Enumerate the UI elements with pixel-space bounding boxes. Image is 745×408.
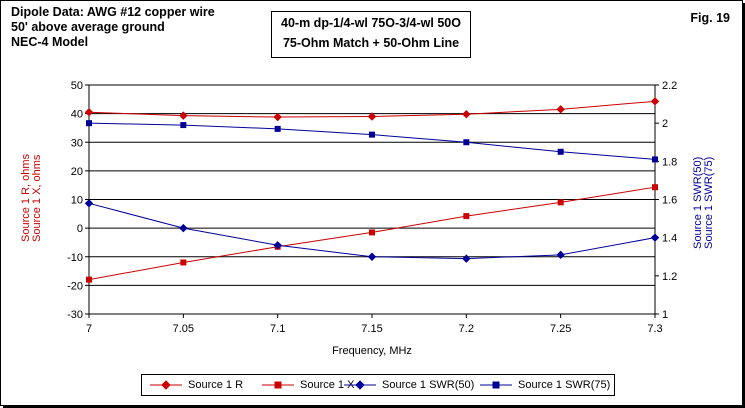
data-point-3 <box>274 125 281 132</box>
y-left-tick-label: 20 <box>71 166 83 178</box>
data-point-3 <box>652 156 658 163</box>
y-left-tick-label: 0 <box>77 223 83 235</box>
legend-label-x: Source 1 X <box>300 379 355 391</box>
series-line-3 <box>88 122 656 160</box>
config-line-2: 75-Ohm Match + 50-Ohm Line <box>282 36 460 50</box>
x-tick-label: 7.25 <box>550 323 571 335</box>
y-left-tick-label: 50 <box>71 80 83 92</box>
header-line-1: Dipole Data: AWG #12 copper wire <box>11 5 215 19</box>
legend-item-x: Source 1 X <box>260 378 370 392</box>
y-left-tick-label: -30 <box>67 309 83 321</box>
x-tick-label: 7.15 <box>361 323 382 335</box>
y-left-tick-label: -10 <box>67 252 83 264</box>
y-left-label-2: Source 1 X, ohms <box>31 154 43 242</box>
data-point-1 <box>180 259 187 266</box>
antenna-config-box: 40-m dp-1/4-wl 75O-3/4-wl 50O 75-Ohm Mat… <box>271 11 471 58</box>
data-point-0 <box>84 107 94 117</box>
data-point-1 <box>369 229 375 236</box>
data-point-0 <box>650 97 660 106</box>
figure-label: Fig. 19 <box>690 11 730 25</box>
y-right-tick-label: 1.6 <box>662 195 677 207</box>
data-point-3 <box>557 148 564 155</box>
data-point-0 <box>367 112 377 121</box>
data-point-3 <box>86 120 92 127</box>
data-point-2 <box>650 233 660 242</box>
data-point-2 <box>179 223 188 233</box>
y-right-tick-label: 1.4 <box>662 233 677 245</box>
chart-header: Dipole Data: AWG #12 copper wire 50' abo… <box>11 5 215 50</box>
x-tick-label: 7.1 <box>270 323 285 335</box>
x-tick-label: 7 <box>86 323 92 335</box>
y-left-tick-label: 10 <box>71 195 83 207</box>
data-point-2 <box>556 250 565 260</box>
legend-item-swr50: Source 1 SWR(50) <box>342 378 482 392</box>
x-axis-title: Frequency, MHz <box>332 345 412 357</box>
data-point-2 <box>462 254 471 263</box>
y-right-tick-label: 2.2 <box>662 80 677 92</box>
legend-item-swr75: Source 1 SWR(75) <box>478 378 614 392</box>
y-right-tick-label: 1.2 <box>662 271 677 283</box>
data-point-0 <box>179 111 188 120</box>
data-point-1 <box>463 213 470 220</box>
data-point-1 <box>652 184 658 191</box>
x-tick-label: 7.3 <box>647 323 662 335</box>
legend-item-r: Source 1 R <box>148 378 258 392</box>
legend-label-r: Source 1 R <box>188 379 244 391</box>
data-point-2 <box>273 241 282 250</box>
y-left-tick-label: 40 <box>71 109 83 121</box>
y-left-tick-label: -20 <box>67 280 83 292</box>
data-point-3 <box>180 122 187 129</box>
y-axis-right-title: Source 1 SWR(50) Source 1 SWR(75) <box>692 151 717 261</box>
legend-label-swr75: Source 1 SWR(75) <box>518 379 611 391</box>
data-point-3 <box>369 131 375 138</box>
x-tick-label: 7.2 <box>459 323 474 335</box>
chart-legend: Source 1 R Source 1 X Source 1 SWR(50) S… <box>141 374 615 396</box>
y-right-tick-label: 1 <box>662 309 668 321</box>
legend-label-swr50: Source 1 SWR(50) <box>382 379 475 391</box>
data-point-0 <box>462 109 471 119</box>
y-right-label-2: Source 1 SWR(75) <box>703 156 715 249</box>
config-line-1: 40-m dp-1/4-wl 75O-3/4-wl 50O <box>281 16 461 30</box>
y-left-tick-label: 30 <box>71 137 83 149</box>
data-point-0 <box>273 112 282 122</box>
x-tick-label: 7.05 <box>173 323 194 335</box>
header-line-2: 50' above average ground <box>11 20 165 34</box>
y-right-tick-label: 1.8 <box>662 156 677 168</box>
data-point-2 <box>84 199 94 208</box>
data-point-1 <box>86 276 92 283</box>
data-point-0 <box>556 105 565 114</box>
data-point-3 <box>463 139 470 146</box>
data-point-1 <box>557 199 564 206</box>
y-right-tick-label: 2 <box>662 118 668 130</box>
data-point-2 <box>367 252 377 261</box>
header-line-3: NEC-4 Model <box>11 35 89 49</box>
y-axis-left-title: Source 1 R, ohms Source 1 X, ohms <box>20 149 43 319</box>
